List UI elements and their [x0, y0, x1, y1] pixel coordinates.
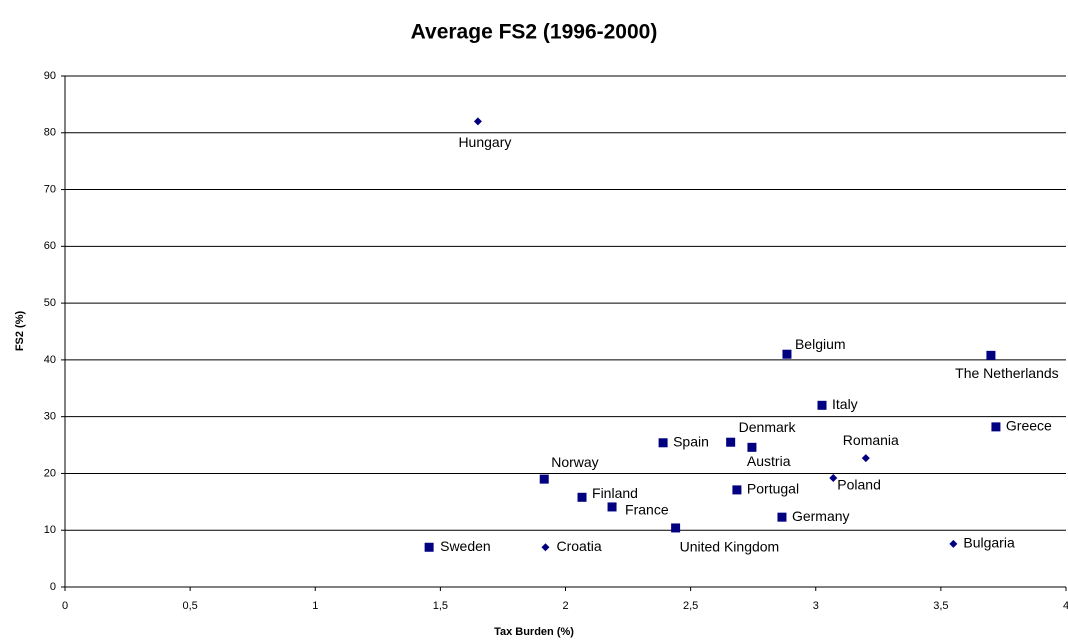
point [732, 485, 742, 495]
y-tick-label: 50 [44, 297, 56, 309]
point [424, 542, 434, 552]
point [541, 543, 550, 552]
y-tick-label: 90 [44, 70, 56, 82]
y-tick-label: 40 [44, 354, 56, 366]
y-tick-label: 70 [44, 183, 56, 195]
x-tick-label: 0,5 [182, 600, 197, 612]
point-label: Hungary [458, 134, 511, 150]
point [777, 512, 787, 522]
point-label: Croatia [556, 538, 601, 554]
point [577, 492, 587, 502]
point-label: Denmark [739, 419, 797, 435]
point [539, 474, 549, 484]
x-tick-label: 3 [813, 600, 819, 612]
point-label: France [625, 502, 669, 518]
point [817, 400, 827, 410]
y-tick-label: 0 [50, 581, 56, 593]
point [782, 349, 792, 359]
point-label: United Kingdom [680, 539, 780, 555]
x-tick-label: 4 [1063, 600, 1068, 612]
point [726, 437, 736, 447]
point [861, 454, 870, 463]
y-tick-label: 80 [44, 127, 56, 139]
y-tick-label: 10 [44, 524, 56, 536]
x-tick-label: 1,5 [433, 600, 448, 612]
y-tick-label: 30 [44, 411, 56, 423]
point [747, 442, 757, 452]
point-label: Spain [673, 433, 709, 449]
x-tick-label: 2,5 [683, 600, 698, 612]
point-label: Romania [843, 432, 899, 448]
y-axis-title: FS2 (%) [14, 310, 26, 351]
point-label: Germany [792, 508, 850, 524]
point-label: Finland [592, 485, 638, 501]
x-axis-title: Tax Burden (%) [494, 626, 574, 638]
point-label: The Netherlands [955, 365, 1059, 381]
point-label: Sweden [440, 538, 491, 554]
point [986, 350, 996, 360]
chart-title: Average FS2 (1996-2000) [411, 21, 658, 44]
point-label: Greece [1006, 418, 1052, 434]
point [671, 523, 681, 533]
point-label: Poland [837, 477, 881, 493]
point [658, 438, 668, 448]
point [829, 473, 838, 482]
point-label: Norway [551, 454, 598, 470]
point [949, 539, 958, 548]
point [991, 422, 1001, 432]
y-tick-label: 60 [44, 240, 56, 252]
point [607, 502, 617, 512]
x-tick-label: 3,5 [933, 600, 948, 612]
point [473, 117, 482, 126]
point-label: Italy [832, 396, 858, 412]
x-tick-label: 1 [312, 600, 318, 612]
y-tick-label: 20 [44, 467, 56, 479]
point-label: Belgium [795, 336, 846, 352]
point-label: Portugal [747, 481, 799, 497]
point-label: Austria [747, 453, 791, 469]
point-label: Bulgaria [963, 535, 1015, 551]
x-tick-label: 0 [62, 600, 68, 612]
x-tick-label: 2 [562, 600, 568, 612]
